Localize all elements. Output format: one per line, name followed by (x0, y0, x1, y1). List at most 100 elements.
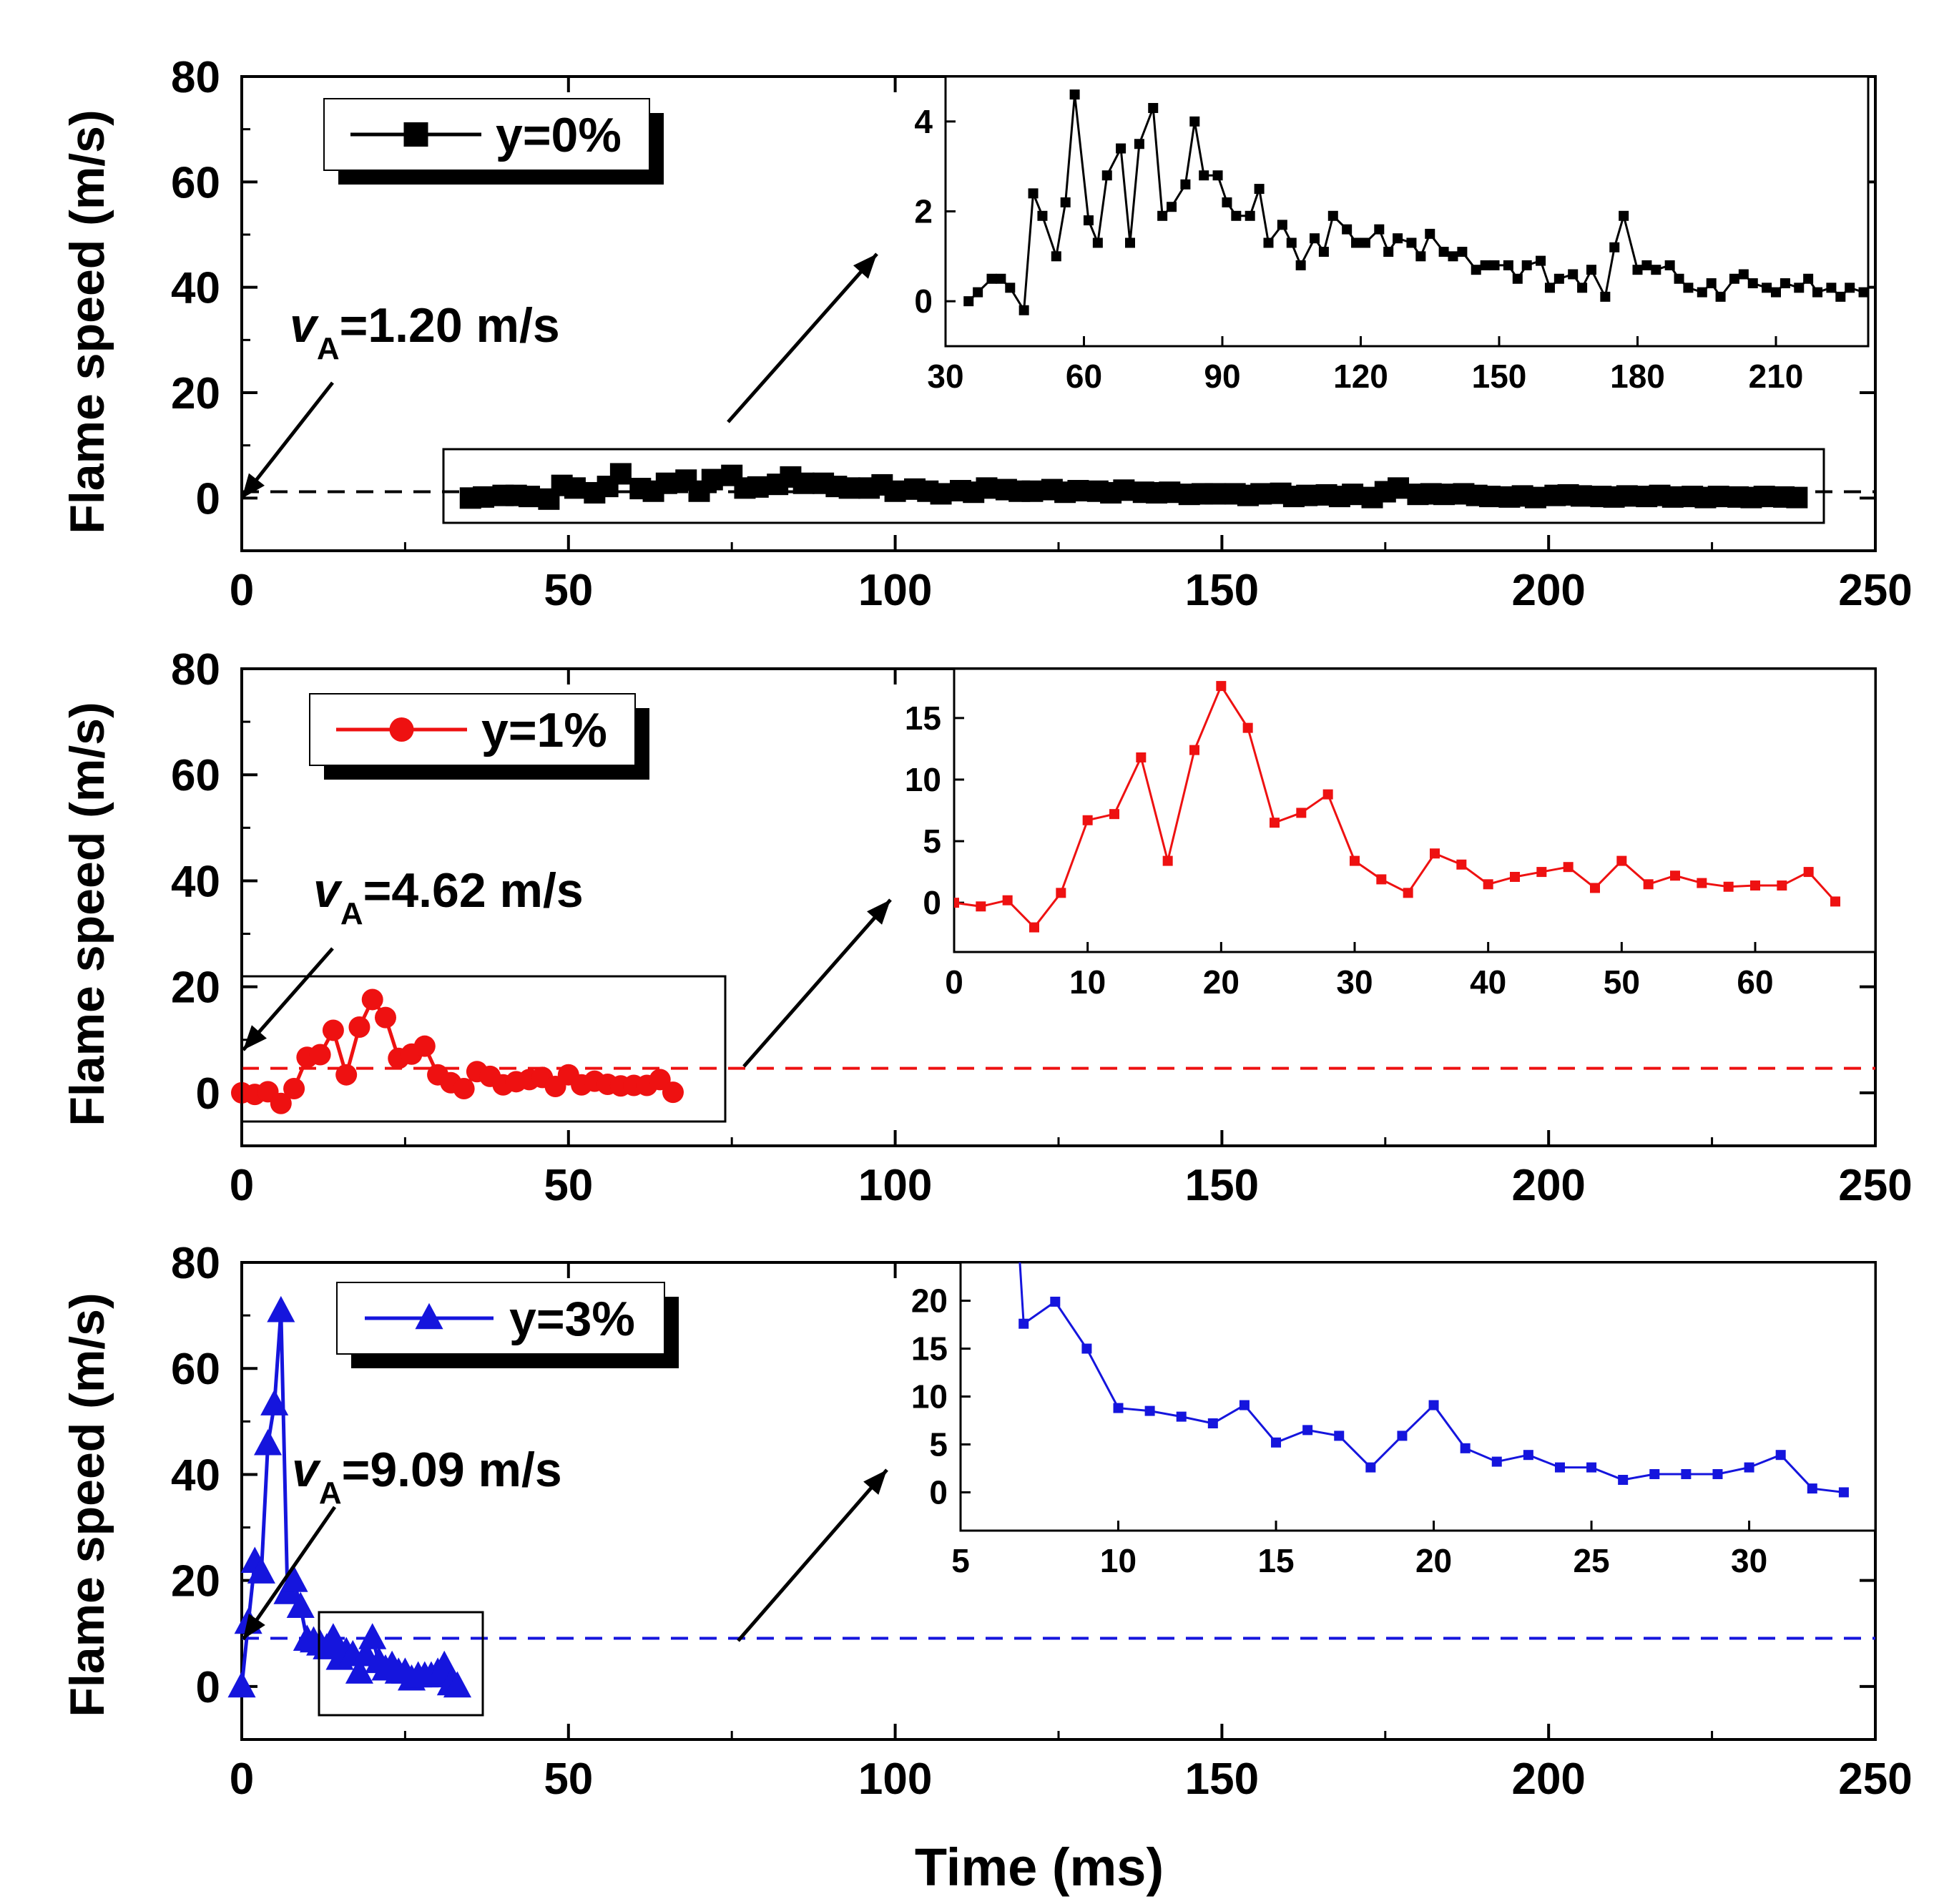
legend-label: y=1% (481, 703, 607, 757)
y-axis-label: Flame speed (m/s) (60, 1292, 114, 1717)
x-tick-label: 250 (1838, 1755, 1912, 1804)
inset-data-point (924, 1049, 934, 1059)
legend-marker (403, 122, 428, 147)
data-point (701, 468, 723, 491)
average-speed-label: vA=1.20 m/s (290, 298, 560, 366)
inset-data-point (1271, 1437, 1282, 1448)
data-point (280, 1566, 308, 1592)
inset-y-tick-label: 20 (911, 1282, 948, 1320)
inset-data-point (1263, 237, 1274, 248)
data-point (283, 1077, 305, 1099)
inset-data-point (954, 898, 959, 908)
y-tick-label: 20 (171, 963, 220, 1013)
data-point (247, 1557, 275, 1584)
x-axis-label: Time (ms) (915, 1837, 1164, 1897)
inset-data-point (1125, 237, 1135, 248)
inset-data-point (1674, 273, 1684, 284)
legend-marker (415, 1302, 443, 1330)
inset-data-point (1438, 247, 1449, 257)
inset-data-point (1383, 247, 1394, 257)
inset-data-point (1586, 1462, 1597, 1473)
inset-y-tick-label: 10 (905, 761, 941, 798)
zoom-region-box (240, 975, 727, 1123)
inset-data-point (1393, 233, 1403, 244)
inset-data-point (1318, 247, 1329, 257)
data-point (253, 1428, 283, 1456)
inset-data-point (1830, 896, 1840, 907)
inset-y-tick-label: 10 (911, 1378, 948, 1415)
arrow-head (853, 254, 877, 279)
inset-data-point (1729, 273, 1739, 284)
inset-data-point (976, 901, 986, 912)
data-point (1707, 486, 1729, 508)
inset-data-point (1706, 278, 1717, 289)
data-point (1753, 486, 1775, 508)
inset-data-point (1167, 202, 1177, 212)
inset-data-point (1616, 855, 1627, 866)
y-tick-label: 80 (171, 1239, 220, 1288)
inset-data-point (1747, 278, 1758, 289)
inset-data-point (1577, 283, 1588, 293)
inset-data-point (1116, 143, 1126, 154)
inset-data-point (1216, 681, 1227, 692)
arrow-head (242, 473, 265, 499)
inset-data-point (1568, 269, 1579, 280)
inset-data-point (1448, 251, 1458, 262)
x-tick-label: 100 (858, 1161, 932, 1210)
data-point (1616, 485, 1638, 507)
inset-x-tick-label: 30 (1731, 1542, 1767, 1579)
inset-data-point (1365, 1462, 1376, 1473)
inset-data-point (1207, 1418, 1218, 1428)
data-point (1067, 480, 1089, 502)
data-point (1296, 484, 1318, 506)
inset-data-point (1738, 269, 1749, 280)
zoom-region-box (442, 448, 1825, 524)
inset-data-point (1670, 870, 1680, 881)
inset-data-point (1212, 170, 1223, 181)
inset-y-tick-label: 15 (905, 700, 941, 737)
data-point (1433, 484, 1456, 506)
data-point (1478, 486, 1501, 508)
inset-data-point (1069, 89, 1080, 100)
inset-data-point (1803, 867, 1814, 878)
inset-data-point (1176, 1411, 1187, 1422)
inset-x-tick-label: 90 (1204, 358, 1240, 395)
data-point (348, 1016, 370, 1038)
inset-data-point (1322, 789, 1333, 800)
data-point (1250, 483, 1272, 505)
x-tick-label: 100 (858, 1755, 932, 1804)
y-tick-label: 0 (196, 1069, 220, 1119)
y-tick-label: 80 (171, 53, 220, 102)
inset-data-point (797, 1487, 807, 1497)
inset-x-tick-label: 25 (1573, 1542, 1609, 1579)
data-point (322, 1019, 344, 1041)
average-speed-subscript: A (317, 331, 340, 366)
inset-x-tick-label: 150 (1472, 358, 1527, 395)
annotation-arrow (240, 381, 334, 500)
zoom-arrow (727, 252, 878, 423)
legend-label: y=3% (509, 1292, 635, 1346)
average-speed-subscript: A (340, 896, 363, 931)
inset-data-point (1148, 102, 1159, 113)
inset-data-point (1350, 855, 1360, 866)
average-speed-value: =1.20 m/s (340, 298, 560, 353)
inset-data-point (1780, 278, 1790, 289)
inset-data-point (1553, 273, 1564, 284)
inset-data-point (1189, 745, 1199, 755)
inset-data-point (1342, 224, 1353, 235)
inset-data-point (1327, 210, 1338, 221)
data-point (564, 477, 586, 499)
inset-data-point (1777, 880, 1787, 891)
inset-data-point (1697, 287, 1707, 298)
zoom-region-box (318, 1611, 484, 1717)
average-speed-value: =4.62 m/s (363, 863, 584, 918)
x-tick-label: 0 (230, 1755, 254, 1804)
x-tick-label: 0 (230, 566, 254, 615)
inset-data-point (1643, 879, 1654, 890)
inset-plot (797, 1049, 1849, 1498)
inset-y-tick-label: 2 (914, 193, 933, 230)
inset-frame (959, 1261, 1877, 1532)
data-point (1021, 480, 1044, 502)
inset-data-point (1406, 237, 1417, 248)
